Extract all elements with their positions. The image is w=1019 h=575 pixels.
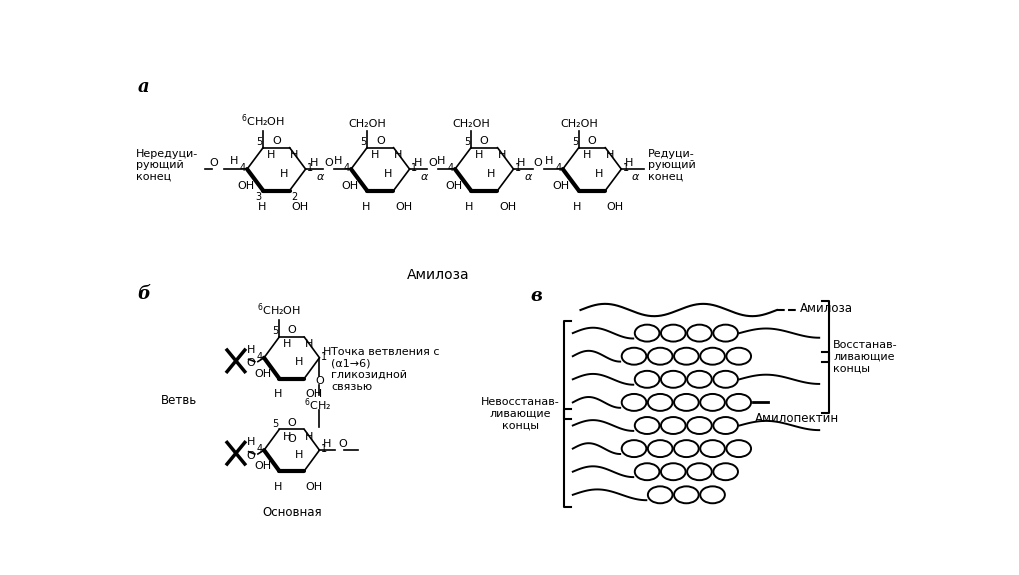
Text: O: O (376, 136, 384, 146)
Text: H: H (333, 156, 341, 166)
Text: O: O (324, 158, 332, 168)
Text: 4: 4 (447, 163, 453, 173)
Text: H: H (279, 168, 287, 179)
Text: H: H (283, 339, 291, 349)
Text: H: H (544, 156, 553, 166)
Text: H: H (309, 158, 318, 168)
Text: $^6$CH₂OH: $^6$CH₂OH (257, 302, 301, 319)
Text: H: H (465, 202, 473, 212)
Text: H: H (247, 345, 255, 355)
Text: H: H (605, 150, 613, 160)
Text: O: O (587, 136, 596, 146)
Text: H: H (305, 339, 313, 349)
Text: CH₂OH: CH₂OH (347, 119, 385, 129)
Text: H: H (475, 150, 483, 160)
Text: 5: 5 (464, 137, 470, 147)
Text: O: O (479, 136, 488, 146)
Text: O: O (287, 325, 296, 335)
Text: O: O (287, 418, 296, 428)
Text: Восстанав-
ливающие
концы: Восстанав- ливающие концы (833, 340, 897, 374)
Text: 2: 2 (290, 192, 297, 202)
Text: 4: 4 (256, 352, 262, 362)
Text: 1: 1 (623, 163, 629, 173)
Text: H: H (394, 150, 403, 160)
Text: 5: 5 (360, 137, 366, 147)
Text: O: O (533, 158, 542, 168)
Text: 5: 5 (272, 419, 278, 428)
Text: H: H (625, 158, 633, 168)
Text: б: б (138, 285, 151, 302)
Text: OH: OH (290, 202, 308, 212)
Text: 4: 4 (343, 163, 350, 173)
Text: Невосстанав-
ливающие
концы: Невосстанав- ливающие концы (481, 397, 559, 431)
Text: в: в (530, 287, 542, 305)
Text: Амилопектин: Амилопектин (754, 412, 839, 425)
Text: 1: 1 (321, 444, 327, 454)
Text: CH₂OH: CH₂OH (559, 119, 597, 129)
Text: Точка ветвления с
(α1→6)
гликозидной
связью: Точка ветвления с (α1→6) гликозидной свя… (331, 347, 439, 392)
Text: H: H (323, 347, 331, 356)
Text: OH: OH (552, 181, 570, 191)
Text: H: H (294, 358, 303, 367)
Text: H: H (573, 202, 581, 212)
Text: а: а (138, 78, 149, 96)
Text: O: O (210, 158, 218, 168)
Text: H: H (497, 150, 506, 160)
Text: OH: OH (236, 181, 254, 191)
Text: OH: OH (444, 181, 462, 191)
Text: H: H (413, 158, 422, 168)
Text: OH: OH (254, 461, 271, 471)
Text: H: H (582, 150, 591, 160)
Text: H: H (517, 158, 525, 168)
Text: 5: 5 (256, 137, 262, 147)
Text: O: O (246, 451, 255, 461)
Text: H: H (361, 202, 370, 212)
Text: O: O (315, 376, 323, 386)
Text: O: O (428, 158, 436, 168)
Text: H: H (323, 439, 331, 449)
Text: α: α (420, 172, 427, 182)
Text: OH: OH (340, 181, 358, 191)
Text: H: H (383, 168, 391, 179)
Text: CH₂OH: CH₂OH (451, 119, 489, 129)
Text: α: α (524, 172, 531, 182)
Text: OH: OH (606, 202, 624, 212)
Text: O: O (287, 434, 296, 444)
Text: 4: 4 (554, 163, 560, 173)
Text: $^6$CH₂: $^6$CH₂ (304, 396, 331, 413)
Text: H: H (294, 450, 303, 460)
Text: Ветвь: Ветвь (161, 394, 197, 407)
Text: H: H (229, 156, 237, 166)
Text: Основная: Основная (262, 505, 321, 519)
Text: H: H (273, 389, 281, 399)
Text: OH: OH (498, 202, 516, 212)
Text: 1: 1 (321, 352, 327, 362)
Text: Нередуци-
рующий
конец: Нередуци- рующий конец (137, 149, 199, 182)
Text: Амилоза: Амилоза (407, 267, 469, 282)
Text: 5: 5 (572, 137, 578, 147)
Text: OH: OH (254, 369, 271, 378)
Text: 1: 1 (411, 163, 417, 173)
Text: O: O (337, 439, 346, 450)
Text: H: H (257, 202, 266, 212)
Text: H: H (247, 438, 255, 447)
Text: O: O (246, 358, 255, 368)
Text: H: H (273, 482, 281, 492)
Text: 5: 5 (272, 326, 278, 336)
Text: H: H (371, 150, 379, 160)
Text: Редуци-
рующий
конец: Редуци- рующий конец (648, 149, 695, 182)
Text: O: O (272, 136, 280, 146)
Text: α: α (632, 172, 639, 182)
Text: Амилоза: Амилоза (799, 302, 852, 315)
Text: α: α (316, 172, 323, 182)
Text: 1: 1 (515, 163, 521, 173)
Text: OH: OH (394, 202, 412, 212)
Text: H: H (267, 150, 275, 160)
Text: H: H (305, 432, 313, 442)
Text: OH: OH (306, 482, 323, 492)
Text: H: H (290, 150, 299, 160)
Text: H: H (594, 168, 603, 179)
Text: H: H (487, 168, 495, 179)
Text: OH: OH (306, 389, 323, 399)
Text: $^6$CH₂OH: $^6$CH₂OH (240, 113, 285, 129)
